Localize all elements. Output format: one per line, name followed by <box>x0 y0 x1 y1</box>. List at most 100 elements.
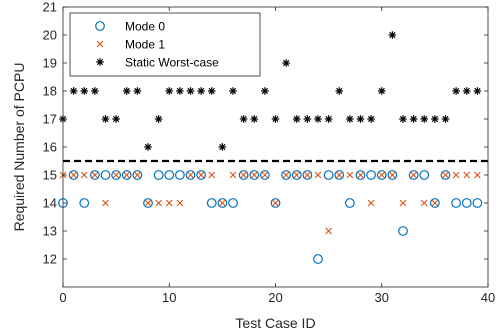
data-point <box>399 199 407 207</box>
data-point <box>186 87 195 95</box>
x-tick-label: 40 <box>481 290 495 305</box>
data-point <box>357 171 364 179</box>
data-point <box>441 115 450 123</box>
data-point <box>440 170 451 180</box>
axis-ticks: 0 10 20 30 40 12 13 14 15 16 17 18 19 20 21 <box>43 0 496 305</box>
data-point <box>388 31 397 39</box>
data-point <box>70 171 78 179</box>
data-point <box>143 198 153 208</box>
x-tick-label: 0 <box>59 290 66 305</box>
data-point <box>270 198 281 208</box>
data-point <box>431 199 439 207</box>
data-point <box>314 171 322 179</box>
data-point <box>100 170 111 180</box>
data-point <box>334 170 345 180</box>
data-point <box>261 87 269 95</box>
data-point <box>144 199 152 207</box>
data-point <box>80 171 88 179</box>
data-point <box>271 115 280 123</box>
data-point <box>91 87 99 95</box>
data-point <box>197 171 205 179</box>
data-point <box>473 171 481 179</box>
series-mode-1 <box>59 171 481 235</box>
data-point <box>272 199 279 207</box>
data-point <box>356 115 365 123</box>
data-point <box>249 170 260 180</box>
y-tick-label: 17 <box>43 112 57 127</box>
data-point <box>154 115 163 123</box>
data-point <box>346 171 354 179</box>
legend: Mode 0 Mode 1 Static Worst-case <box>69 12 261 77</box>
data-point <box>164 170 175 180</box>
data-point <box>344 198 355 208</box>
data-point <box>229 87 237 95</box>
data-point <box>207 87 216 95</box>
data-point <box>282 59 290 67</box>
x-axis-label: Test Case ID <box>235 315 315 331</box>
data-point <box>176 87 184 95</box>
y-tick-label: 15 <box>43 168 57 183</box>
data-point <box>399 115 407 123</box>
data-point <box>155 199 163 207</box>
data-point <box>208 171 216 179</box>
y-tick-label: 13 <box>43 224 57 239</box>
data-point <box>196 170 207 180</box>
data-point <box>388 171 396 179</box>
data-point <box>165 87 174 95</box>
data-point <box>420 199 428 207</box>
x-tick-label: 30 <box>375 290 389 305</box>
data-point <box>197 87 205 95</box>
data-point <box>153 170 164 180</box>
data-point <box>206 198 217 208</box>
data-point <box>387 170 398 180</box>
data-point <box>377 87 386 95</box>
data-point <box>229 171 237 179</box>
data-point <box>431 115 439 123</box>
data-point <box>121 170 132 180</box>
data-point <box>101 115 110 123</box>
legend-label: Mode 0 <box>125 20 165 34</box>
data-point <box>376 170 387 180</box>
data-point <box>398 226 408 236</box>
data-point <box>68 170 79 180</box>
data-point <box>293 171 301 179</box>
y-axis-label: Required Number of PCPU <box>11 63 27 232</box>
data-point <box>462 87 471 95</box>
series-mode-0 <box>58 170 483 264</box>
data-point <box>112 171 120 179</box>
data-point <box>303 171 311 179</box>
data-point <box>79 198 90 208</box>
data-point <box>408 170 419 180</box>
data-point <box>281 170 292 180</box>
data-point <box>89 170 100 180</box>
data-point <box>291 170 302 180</box>
data-point <box>218 143 227 151</box>
y-tick-label: 21 <box>43 0 57 15</box>
data-point <box>472 198 483 208</box>
data-point <box>217 198 228 208</box>
data-point <box>102 199 109 207</box>
y-tick-label: 20 <box>43 28 57 43</box>
data-point <box>176 199 184 207</box>
data-point <box>419 170 430 180</box>
data-point <box>452 87 460 95</box>
data-point <box>442 171 449 179</box>
data-point <box>238 170 249 180</box>
y-tick-label: 19 <box>43 56 57 71</box>
data-point <box>473 87 482 95</box>
data-point <box>303 115 312 123</box>
y-tick-label: 12 <box>43 252 57 267</box>
data-point <box>463 171 471 179</box>
legend-marker <box>96 40 104 48</box>
data-point <box>259 170 270 180</box>
data-point <box>144 143 152 151</box>
data-point <box>461 198 472 208</box>
data-point <box>323 170 334 180</box>
data-point <box>366 170 377 180</box>
data-point <box>335 87 344 95</box>
legend-box <box>69 12 261 77</box>
data-point <box>250 115 259 123</box>
x-tick-label: 20 <box>268 290 282 305</box>
data-point <box>228 198 238 208</box>
data-point <box>112 115 120 123</box>
